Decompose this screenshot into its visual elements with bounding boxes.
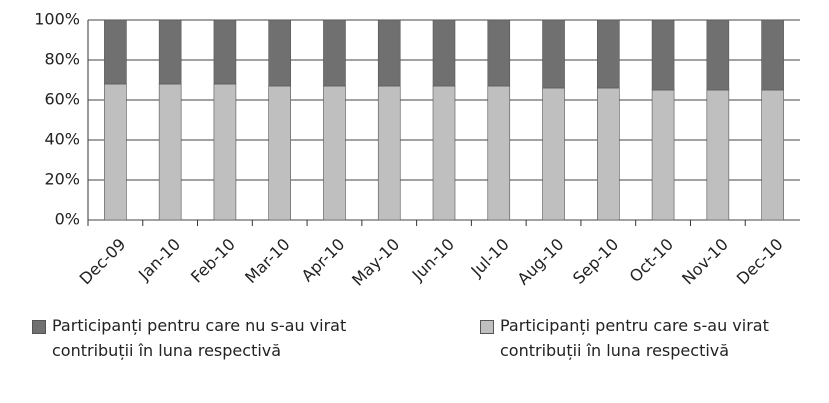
x-tick-label: Jun-10 [408, 235, 458, 285]
x-tick-label: Dec-10 [733, 235, 787, 289]
x-tick-label: Apr-10 [298, 235, 349, 286]
legend-item: Participanți pentru care nu s-au virat c… [30, 313, 382, 363]
bar-segment [268, 85, 291, 221]
bar-segment [597, 19, 620, 89]
bar-segment [104, 83, 127, 221]
bar-segment [761, 19, 784, 91]
bar-segment [377, 19, 401, 87]
x-tick-label: Sep-10 [569, 235, 622, 288]
bar-segment [213, 83, 237, 221]
bar-segment [651, 89, 675, 221]
legend-label: Participanți pentru care nu s-au virat c… [52, 316, 347, 360]
x-tick-label: Jul-10 [467, 235, 513, 281]
legend-swatch [32, 320, 46, 334]
x-tick-label: May-10 [348, 235, 403, 290]
bar-segment [706, 19, 730, 91]
bar-segment [432, 19, 456, 87]
x-tick-label: Oct-10 [626, 235, 677, 286]
y-tick-label: 80% [44, 50, 80, 69]
bar-segment [487, 85, 511, 221]
bar-segment [377, 85, 401, 221]
bar-segment [158, 83, 182, 221]
x-tick-label: Feb-10 [187, 235, 239, 287]
y-tick-label: 60% [44, 90, 80, 109]
legend-swatch [480, 320, 494, 334]
legend-label: Participanți pentru care s-au virat cont… [500, 316, 769, 360]
plot: 0% 20% 40% 60% 80% 100% Dec-09 Jan-10 Feb-10 Mar-… [34, 10, 800, 290]
y-tick-label: 40% [44, 130, 80, 149]
x-tick-label: Aug-10 [514, 235, 568, 289]
bar-segment [432, 85, 456, 221]
y-tick-label: 20% [44, 170, 80, 189]
bar-segment [487, 19, 511, 87]
bar-segment [268, 19, 291, 87]
bar-segment [761, 89, 784, 221]
y-tick-label: 0% [55, 210, 80, 229]
y-tick-label: 100% [34, 10, 80, 29]
bar-segment [542, 87, 565, 221]
bar-segment [158, 19, 182, 85]
bar-segment [323, 19, 346, 87]
x-tick-label: Jan-10 [134, 235, 184, 285]
bar-segment [104, 19, 127, 85]
x-tick-label: Dec-09 [76, 235, 130, 289]
bar-segment [323, 85, 346, 221]
x-tick-label: Mar-10 [241, 235, 294, 288]
bar-segment [651, 19, 675, 91]
x-tick-label: Nov-10 [678, 235, 732, 289]
bar-segment [213, 19, 237, 85]
bar-segment [597, 87, 620, 221]
legend-item: Participanți pentru care s-au virat cont… [478, 313, 829, 363]
bar-segment [542, 19, 565, 89]
bar-segment [706, 89, 730, 221]
